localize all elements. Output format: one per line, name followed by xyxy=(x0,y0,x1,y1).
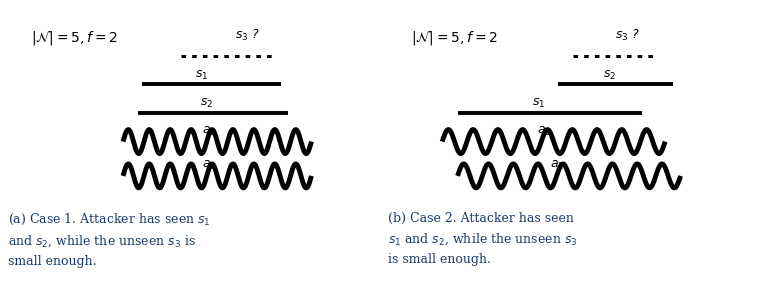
Text: (a) Case 1. Attacker has seen $s_1$
and $s_2$, while the unseen $s_3$ is
small e: (a) Case 1. Attacker has seen $s_1$ and … xyxy=(8,212,211,268)
Text: $s_1$: $s_1$ xyxy=(531,97,545,110)
Text: $s_2$: $s_2$ xyxy=(603,68,617,82)
Text: $|\mathcal{N}| = 5, f = 2$: $|\mathcal{N}| = 5, f = 2$ xyxy=(411,28,498,47)
Text: $s_3$ ?: $s_3$ ? xyxy=(235,28,259,43)
Text: $a_1$: $a_1$ xyxy=(202,125,216,138)
Text: (b) Case 2. Attacker has seen
$s_1$ and $s_2$, while the unseen $s_3$
is small e: (b) Case 2. Attacker has seen $s_1$ and … xyxy=(388,212,578,266)
Text: $s_2$: $s_2$ xyxy=(199,97,213,110)
Text: $s_3$ ?: $s_3$ ? xyxy=(615,28,640,43)
Text: $a_2$: $a_2$ xyxy=(551,159,564,172)
Text: $a_1$: $a_1$ xyxy=(538,125,551,138)
Text: $a_2$: $a_2$ xyxy=(202,159,216,172)
Text: $s_1$: $s_1$ xyxy=(195,68,208,82)
Text: $|\mathcal{N}| = 5, f = 2$: $|\mathcal{N}| = 5, f = 2$ xyxy=(31,28,118,47)
